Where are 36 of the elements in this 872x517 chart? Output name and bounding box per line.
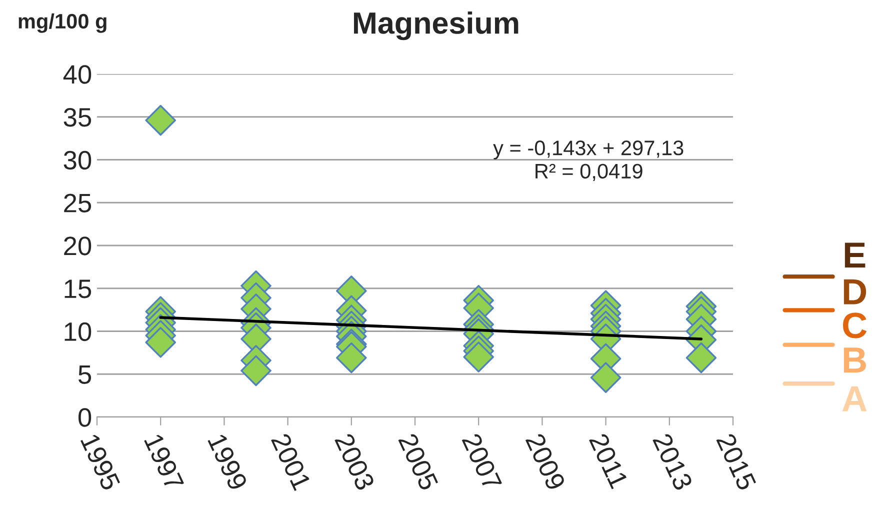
text: C [843,312,867,338]
y-tick-label: 25 [64,194,92,212]
point [590,362,622,393]
y-tick-label: 0 [78,408,92,427]
chart-title: Magnesium [354,11,518,40]
text: E [844,242,866,268]
text: D [844,279,866,304]
point [145,326,176,358]
x-tick-label: 1997 [144,433,184,492]
x-tick-label: 1999 [207,433,248,492]
y-tick-label: 35 [64,108,92,127]
point [145,104,176,136]
x-tick-label: 2009 [525,432,566,492]
x-tick-label: 2007 [462,432,502,492]
x-tick-label: 2005 [398,432,439,492]
annotation: y = -0,143x + 297,13 [493,140,684,160]
text: A [842,386,867,412]
x-tick-label: 2003 [334,432,376,492]
point [240,355,272,386]
text: B [844,348,866,372]
x-tick-label: 2015 [716,432,757,492]
y-tick-label: 10 [64,322,92,342]
point [686,342,717,374]
y-tick-label: 15 [64,280,92,298]
point [336,342,367,374]
x-tick-label: 2011 [588,432,629,490]
y-tick-label: 20 [64,236,92,256]
x-tick-label: 2001 [270,432,312,492]
annotation: R² = 0,0419 [536,164,642,182]
point [463,342,494,372]
y-tick-label: 5 [78,366,92,384]
x-tick-label: 2013 [652,432,694,492]
y-tick-label: 40 [63,65,92,84]
x-tick-label: 1995 [80,433,121,492]
y-tick-label: 30 [64,150,92,170]
y-axis-title: mg/100 g [18,13,106,33]
